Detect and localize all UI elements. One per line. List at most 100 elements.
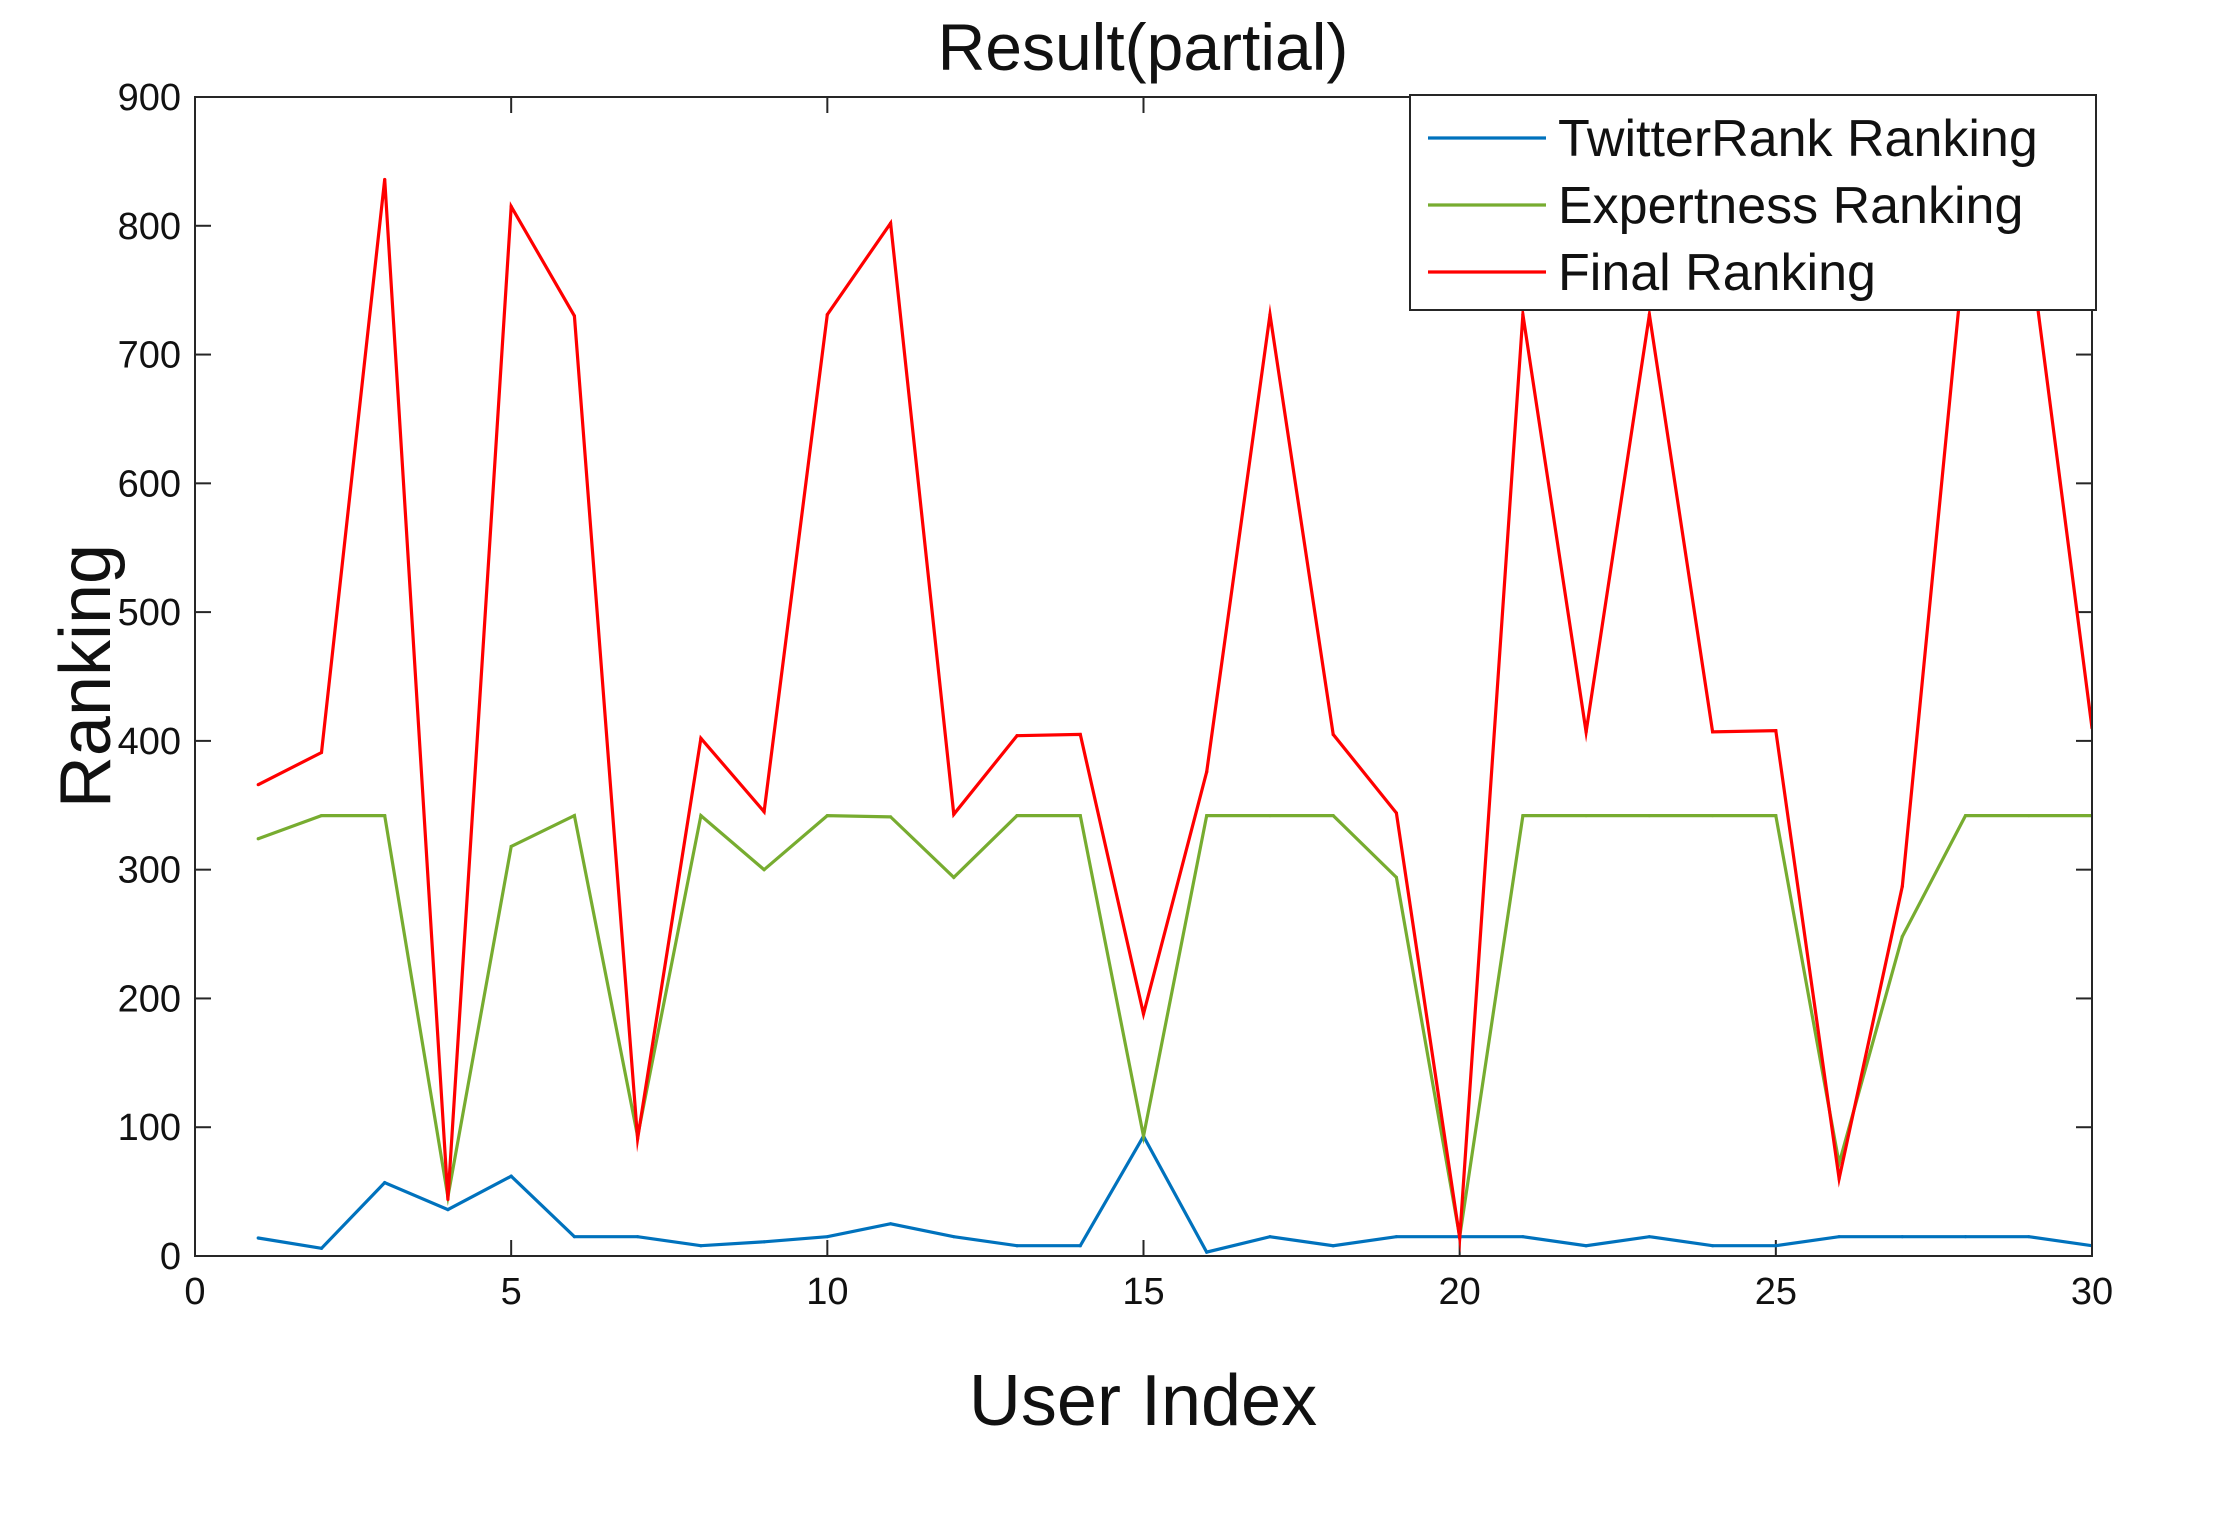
data-point bbox=[1521, 1235, 1525, 1239]
data-point bbox=[1331, 813, 1335, 818]
y-tick-label: 600 bbox=[118, 463, 181, 505]
y-tick-label: 400 bbox=[118, 721, 181, 763]
data-point bbox=[1584, 730, 1588, 734]
data-point bbox=[1647, 813, 1651, 818]
data-point bbox=[1584, 1244, 1588, 1248]
data-point bbox=[1078, 813, 1082, 818]
data-point bbox=[1584, 813, 1588, 818]
plot-frame bbox=[194, 96, 2093, 1257]
data-point bbox=[762, 1240, 766, 1244]
data-point bbox=[825, 1235, 829, 1239]
data-point bbox=[1837, 1177, 1841, 1181]
data-point bbox=[952, 875, 956, 879]
data-point bbox=[1774, 728, 1778, 733]
series-line-1 bbox=[257, 1132, 2092, 1254]
data-point bbox=[1394, 875, 1399, 879]
data-point bbox=[1900, 935, 1904, 939]
data-point bbox=[1963, 1235, 1968, 1239]
data-point bbox=[1774, 813, 1778, 818]
y-tick-label: 500 bbox=[118, 592, 181, 634]
data-point bbox=[1141, 1012, 1146, 1016]
data-point bbox=[2027, 1235, 2031, 1239]
data-point bbox=[1837, 1235, 1841, 1239]
data-point bbox=[572, 1235, 577, 1239]
data-point bbox=[1078, 732, 1082, 737]
y-tick-label: 300 bbox=[118, 850, 181, 892]
legend-label: Final Ranking bbox=[1558, 244, 1876, 302]
data-point bbox=[1711, 1244, 1715, 1248]
data-point bbox=[888, 815, 893, 819]
y-tick-label: 0 bbox=[160, 1236, 181, 1278]
x-tick-label: 0 bbox=[184, 1271, 205, 1313]
data-point bbox=[1205, 1250, 1209, 1254]
data-point bbox=[1331, 732, 1335, 737]
data-point bbox=[1394, 811, 1399, 815]
data-point bbox=[383, 813, 387, 818]
y-tick-label: 800 bbox=[118, 206, 181, 248]
data-point bbox=[1521, 813, 1525, 818]
data-point bbox=[509, 204, 513, 209]
data-point bbox=[1394, 1235, 1399, 1239]
data-point bbox=[1015, 813, 1019, 818]
data-point bbox=[1647, 313, 1651, 317]
x-tick-label: 10 bbox=[806, 1271, 848, 1313]
data-point bbox=[319, 1246, 324, 1250]
data-point bbox=[636, 1235, 640, 1239]
data-point bbox=[1711, 813, 1715, 818]
data-point bbox=[1268, 313, 1272, 317]
legend: TwitterRank Ranking Expertness Ranking Fin… bbox=[1409, 94, 2097, 311]
data-point bbox=[1521, 313, 1525, 317]
y-axis-title: Ranking bbox=[46, 544, 126, 808]
data-point bbox=[572, 813, 577, 818]
data-point bbox=[319, 813, 324, 818]
data-point bbox=[1015, 1244, 1019, 1248]
data-point bbox=[888, 221, 893, 225]
data-point bbox=[1268, 1235, 1272, 1239]
legend-label: TwitterRank Ranking bbox=[1558, 110, 2038, 168]
data-point bbox=[1900, 884, 1904, 889]
data-point bbox=[1774, 1244, 1778, 1248]
x-tick-label: 20 bbox=[1439, 1271, 1481, 1313]
data-point bbox=[636, 1137, 640, 1141]
y-tick-label: 700 bbox=[118, 335, 181, 377]
plot-lines bbox=[256, 177, 2092, 1254]
data-point bbox=[699, 813, 703, 818]
y-tick-label: 200 bbox=[118, 978, 181, 1020]
legend-label: Expertness Ranking bbox=[1558, 177, 2023, 235]
data-point bbox=[256, 1236, 260, 1240]
data-point bbox=[446, 1208, 450, 1212]
x-tick-label: 30 bbox=[2071, 1271, 2113, 1313]
data-point bbox=[1205, 770, 1209, 774]
data-point bbox=[383, 177, 387, 182]
data-point bbox=[446, 1197, 450, 1201]
y-tick-label: 900 bbox=[118, 77, 181, 119]
data-point bbox=[2027, 813, 2031, 818]
data-point bbox=[762, 810, 766, 814]
data-point bbox=[256, 783, 260, 787]
data-point bbox=[1268, 813, 1272, 818]
data-point bbox=[952, 1235, 956, 1239]
series-line-2 bbox=[257, 812, 2092, 1247]
data-point bbox=[699, 736, 703, 740]
data-point bbox=[572, 314, 577, 318]
data-point bbox=[825, 813, 829, 818]
data-point bbox=[509, 844, 513, 849]
data-point bbox=[383, 1180, 387, 1185]
data-point bbox=[1458, 1236, 1462, 1240]
x-axis-title: User Index bbox=[969, 1361, 1317, 1441]
data-point bbox=[699, 1244, 703, 1248]
data-point bbox=[825, 313, 829, 317]
data-point bbox=[256, 837, 260, 841]
data-point bbox=[509, 1174, 513, 1178]
data-point bbox=[319, 750, 324, 755]
data-point bbox=[1647, 1235, 1651, 1239]
data-point bbox=[1141, 1134, 1146, 1138]
data-point bbox=[952, 812, 956, 816]
data-point bbox=[1711, 730, 1715, 734]
data-point bbox=[1331, 1244, 1335, 1248]
data-point bbox=[1078, 1244, 1082, 1248]
y-tick-label: 100 bbox=[118, 1107, 181, 1149]
